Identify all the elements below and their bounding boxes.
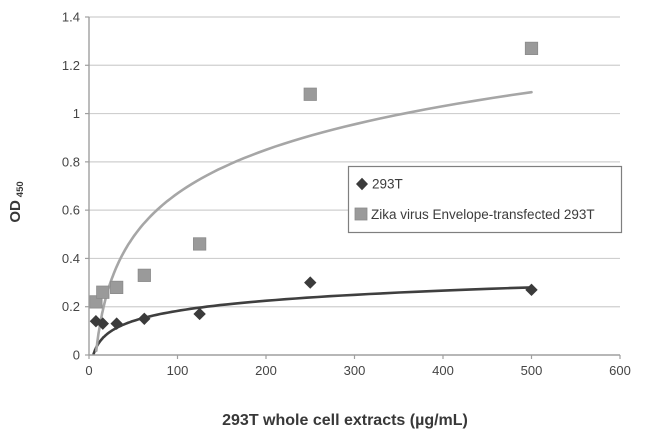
legend-label-zika: Zika virus Envelope-transfected 293T <box>371 207 595 222</box>
data-point-diamond <box>96 317 110 330</box>
y-tick-label: 1 <box>73 106 80 121</box>
y-tick-label: 0.8 <box>62 154 80 169</box>
x-tick-label: 0 <box>85 363 92 378</box>
data-point-diamond <box>138 312 151 325</box>
y-axis-title-main: OD <box>7 200 24 223</box>
y-tick-label: 1.2 <box>62 58 80 73</box>
legend-box <box>347 165 623 234</box>
y-tick-label: 0.4 <box>62 251 80 266</box>
x-tick-label: 300 <box>344 363 366 378</box>
data-point-diamond <box>304 276 317 289</box>
data-point-square <box>193 237 207 251</box>
data-point-diamond <box>525 283 538 297</box>
data-point-diamond <box>193 307 206 321</box>
y-tick-label: 0.6 <box>62 203 80 218</box>
data-point-square <box>137 268 151 282</box>
legend: 293T Zika virus Envelope-transfected 293… <box>347 165 623 234</box>
x-axis-title: 293T whole cell extracts (µg/mL) <box>222 412 468 429</box>
y-axis-title-subscript: 450 <box>15 181 26 197</box>
x-tick-label: 400 <box>432 363 454 378</box>
y-tick-label: 0.2 <box>62 299 80 314</box>
data-point-square <box>524 41 539 55</box>
x-tick-labels: 0 100 200 300 400 500 600 <box>85 363 630 378</box>
legend-square-marker-icon <box>354 207 368 221</box>
trendline-diamond <box>92 286 533 356</box>
axes <box>85 16 621 359</box>
trendlines <box>92 90 533 356</box>
data-point-square <box>303 87 317 101</box>
x-tick-label: 100 <box>167 363 189 378</box>
x-tick-label: 600 <box>609 363 631 378</box>
legend-diamond-marker-icon <box>356 177 368 191</box>
y-tick-label: 0 <box>73 348 80 363</box>
data-point-diamond <box>110 317 123 330</box>
y-tick-labels: 0 0.2 0.4 0.6 0.8 1 1.2 1.4 <box>62 10 80 363</box>
data-point-square <box>110 280 124 295</box>
y-axis-title: OD 450 <box>7 181 26 222</box>
data-points <box>89 41 539 330</box>
y-tick-label: 1.4 <box>62 10 80 25</box>
x-tick-label: 200 <box>255 363 277 378</box>
trendline-square <box>95 90 533 353</box>
legend-label-293t: 293T <box>372 177 403 192</box>
x-tick-label: 500 <box>521 363 543 378</box>
data-point-square <box>96 285 110 299</box>
